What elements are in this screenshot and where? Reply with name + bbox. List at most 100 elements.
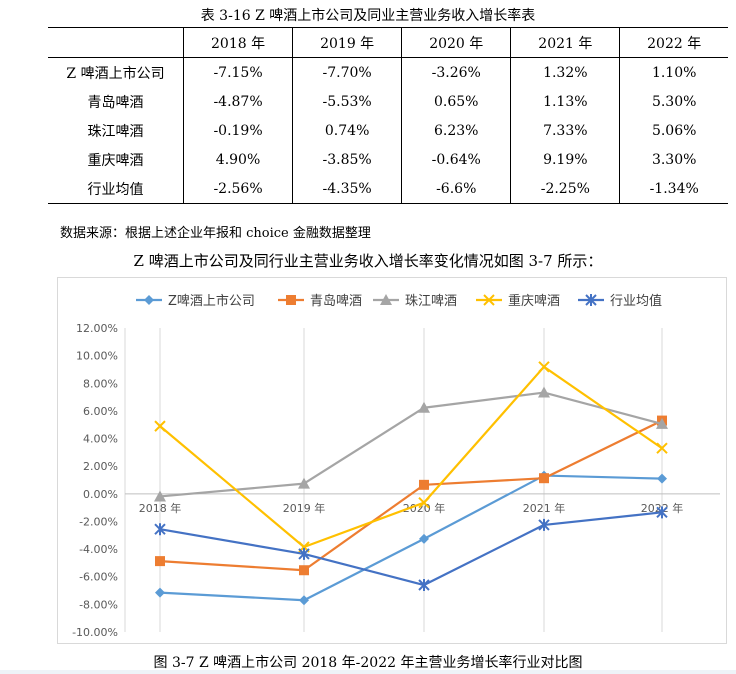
legend-label: 重庆啤酒: [508, 293, 560, 309]
data-point-x: [154, 420, 166, 432]
x-tick-label: 2021 年: [523, 501, 566, 515]
y-tick-label: -10.00%: [72, 626, 118, 639]
y-tick-label: 8.00%: [83, 377, 118, 390]
row-label: 珠江啤酒: [48, 116, 184, 145]
data-point-diamond: [299, 595, 309, 606]
table-cell: -3.26%: [401, 57, 512, 87]
row-label: 青岛啤酒: [48, 87, 184, 116]
series-line: [159, 391, 663, 498]
column-header: 2018 年: [182, 27, 294, 58]
body-paragraph: Z 啤酒上市公司及同行业主营业务收入增长率变化情况如图 3-7 所示：: [133, 252, 603, 270]
column-header: 2019 年: [292, 27, 403, 58]
table-cell: -7.70%: [292, 57, 403, 87]
table-header-row: 2018 年 2019 年 2020 年 2021 年 2022 年: [48, 27, 728, 58]
y-tick-label: 6.00%: [83, 405, 118, 418]
data-point-diamond: [155, 587, 165, 598]
line-chart-svg: 12.00% 10.00% 8.00% 6.00% 4.00% 2.00% 0.00% -2.…: [72, 293, 720, 639]
data-point-square: [299, 565, 309, 576]
y-tick-label: 10.00%: [76, 350, 118, 363]
legend-label: 珠江啤酒: [405, 294, 457, 309]
data-point-square: [539, 473, 549, 484]
table-cell: 5.06%: [619, 116, 728, 145]
column-header: 2020 年: [401, 27, 512, 58]
data-point-x: [483, 294, 495, 306]
data-point-diamond: [657, 473, 667, 484]
data-point-star: [154, 523, 166, 536]
data-point-x: [418, 496, 430, 509]
table-cell: 9.19%: [510, 145, 621, 174]
y-tick-label: 12.00%: [76, 322, 118, 335]
y-tick-label: -4.00%: [79, 543, 118, 556]
legend-label: 青岛啤酒: [310, 293, 362, 309]
x-tick-label: 2018 年: [139, 501, 182, 515]
y-tick-label: 2.00%: [83, 460, 118, 473]
table-cell: 3.30%: [619, 145, 728, 174]
table-cell: -7.15%: [182, 57, 294, 87]
series-line: [159, 419, 663, 572]
table-cell: 0.65%: [401, 87, 512, 116]
table-row: 珠江啤酒 -0.19% 0.74% 6.23% 7.33% 5.06%: [48, 116, 728, 145]
data-point-triangle: [298, 477, 310, 489]
row-label: Z 啤酒上市公司: [48, 57, 184, 87]
data-point-diamond: [144, 295, 154, 305]
data-point-triangle: [656, 417, 668, 429]
data-point-triangle: [380, 294, 392, 305]
data-point-x: [656, 442, 668, 454]
x-tick-label: 2019 年: [283, 501, 326, 515]
table-cell: -6.6%: [401, 174, 512, 204]
table-cell: -0.64%: [401, 145, 512, 174]
legend-label: 行业均值: [610, 293, 662, 309]
y-tick-label: -6.00%: [79, 571, 118, 584]
growth-rate-table: 2018 年 2019 年 2020 年 2021 年 2022 年 Z 啤酒上…: [48, 27, 728, 204]
source-note: 数据来源：根据上述企业年报和 choice 金融数据整理: [60, 226, 371, 241]
table-cell: -1.34%: [619, 174, 728, 204]
data-point-triangle: [154, 490, 166, 502]
row-label: 行业均值: [48, 174, 184, 204]
table-cell: -4.35%: [292, 174, 403, 204]
table-cell: -2.25%: [510, 174, 621, 204]
column-header: 2021 年: [510, 27, 621, 58]
table-cell: 1.10%: [619, 57, 728, 87]
data-point-square: [419, 479, 429, 490]
data-point-triangle: [418, 401, 430, 413]
table-cell: -0.19%: [182, 116, 294, 145]
table-cell: -2.56%: [182, 174, 294, 204]
table-cell: 6.23%: [401, 116, 512, 145]
table-row: 重庆啤酒 4.90% -3.85% -0.64% 9.19% 3.30%: [48, 145, 728, 174]
table-row: Z 啤酒上市公司 -7.15% -7.70% -3.26% 1.32% 1.10…: [48, 57, 728, 87]
column-header: [48, 27, 184, 58]
table-cell: 4.90%: [182, 145, 294, 174]
table-cell: 1.13%: [510, 87, 621, 116]
column-header: 2022 年: [619, 27, 728, 58]
data-point-diamond: [419, 533, 429, 544]
series-line: [159, 511, 663, 587]
data-point-square: [286, 295, 296, 305]
data-point-star: [585, 294, 597, 306]
y-tick-label: 0.00%: [83, 488, 118, 501]
y-tick-label: -2.00%: [79, 515, 118, 528]
data-point-triangle: [538, 386, 550, 398]
row-label: 重庆啤酒: [48, 145, 184, 174]
figure-caption: 图 3-7 Z 啤酒上市公司 2018 年-2022 年主营业务增长率行业对比图: [153, 655, 583, 671]
table-cell: -3.85%: [292, 145, 403, 174]
table-cell: 5.30%: [619, 87, 728, 116]
data-point-star: [418, 579, 430, 592]
data-point-x: [538, 361, 550, 373]
legend-label: Z啤酒上市公司: [168, 293, 255, 309]
data-point-star: [538, 518, 550, 531]
line-chart: 12.00% 10.00% 8.00% 6.00% 4.00% 2.00% 0.00% -2.…: [57, 277, 727, 644]
table-row: 青岛啤酒 -4.87% -5.53% 0.65% 1.13% 5.30%: [48, 87, 728, 116]
table-cell: 7.33%: [510, 116, 621, 145]
y-tick-label: -8.00%: [79, 598, 118, 611]
table-row: 行业均值 -2.56% -4.35% -6.6% -2.25% -1.34%: [48, 174, 728, 204]
table-cell: -5.53%: [292, 87, 403, 116]
table-cell: 1.32%: [510, 57, 621, 87]
data-point-star: [656, 506, 668, 519]
table-cell: 0.74%: [292, 116, 403, 145]
data-point-star: [298, 547, 310, 560]
page-bottom-strip: [0, 670, 736, 674]
y-tick-label: 4.00%: [83, 433, 118, 446]
data-point-square: [155, 556, 165, 567]
table-cell: -4.87%: [182, 87, 294, 116]
table-caption: 表 3-16 Z 啤酒上市公司及同业主营业务收入增长率表: [200, 8, 536, 24]
